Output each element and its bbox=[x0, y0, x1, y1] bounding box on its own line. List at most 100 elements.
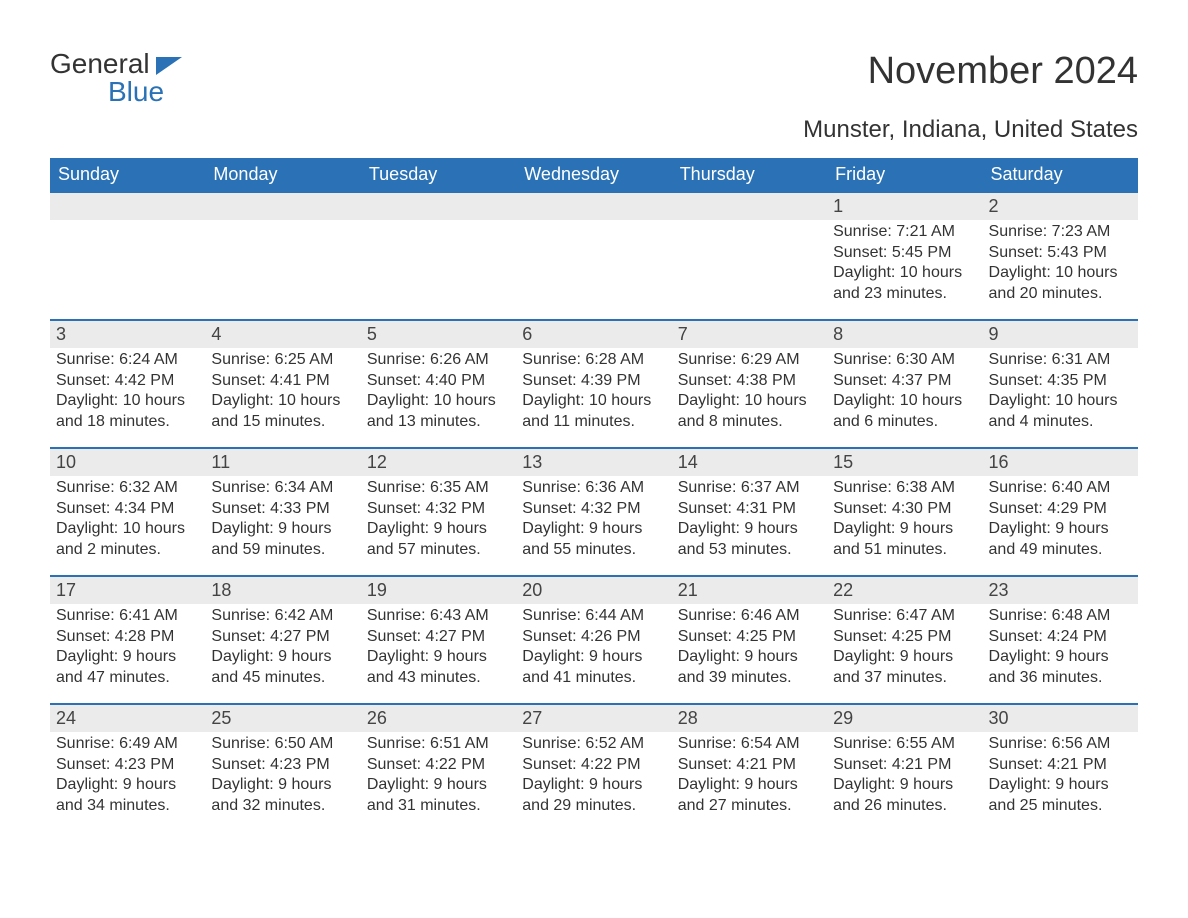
logo-text-blue: Blue bbox=[108, 78, 182, 106]
sunset-line: Sunset: 4:34 PM bbox=[56, 499, 199, 519]
day-details: Sunrise: 6:52 AMSunset: 4:22 PMDaylight:… bbox=[516, 732, 671, 820]
daylight-line: Daylight: 10 hours and 2 minutes. bbox=[56, 519, 199, 560]
daylight-line: Daylight: 9 hours and 36 minutes. bbox=[989, 647, 1132, 688]
calendar-grid: Sunday Monday Tuesday Wednesday Thursday… bbox=[50, 158, 1138, 831]
week-row: 10Sunrise: 6:32 AMSunset: 4:34 PMDayligh… bbox=[50, 447, 1138, 575]
day-cell: 18Sunrise: 6:42 AMSunset: 4:27 PMDayligh… bbox=[205, 575, 360, 703]
sunset-line: Sunset: 4:37 PM bbox=[833, 371, 976, 391]
sunset-line: Sunset: 4:41 PM bbox=[211, 371, 354, 391]
sunrise-line: Sunrise: 6:54 AM bbox=[678, 734, 821, 754]
daylight-line: Daylight: 9 hours and 32 minutes. bbox=[211, 775, 354, 816]
day-cell bbox=[50, 191, 205, 319]
day-details: Sunrise: 7:23 AMSunset: 5:43 PMDaylight:… bbox=[983, 220, 1138, 308]
daylight-line: Daylight: 9 hours and 31 minutes. bbox=[367, 775, 510, 816]
sunset-line: Sunset: 4:25 PM bbox=[833, 627, 976, 647]
day-cell bbox=[672, 191, 827, 319]
day-cell: 7Sunrise: 6:29 AMSunset: 4:38 PMDaylight… bbox=[672, 319, 827, 447]
day-number: 24 bbox=[50, 703, 205, 732]
sunset-line: Sunset: 4:21 PM bbox=[833, 755, 976, 775]
day-cell: 15Sunrise: 6:38 AMSunset: 4:30 PMDayligh… bbox=[827, 447, 982, 575]
sunrise-line: Sunrise: 6:28 AM bbox=[522, 350, 665, 370]
sunrise-line: Sunrise: 6:26 AM bbox=[367, 350, 510, 370]
day-details: Sunrise: 6:46 AMSunset: 4:25 PMDaylight:… bbox=[672, 604, 827, 692]
day-cell: 1Sunrise: 7:21 AMSunset: 5:45 PMDaylight… bbox=[827, 191, 982, 319]
daylight-line: Daylight: 10 hours and 18 minutes. bbox=[56, 391, 199, 432]
day-details: Sunrise: 6:26 AMSunset: 4:40 PMDaylight:… bbox=[361, 348, 516, 436]
sunrise-line: Sunrise: 6:41 AM bbox=[56, 606, 199, 626]
sunset-line: Sunset: 4:23 PM bbox=[211, 755, 354, 775]
day-details: Sunrise: 6:24 AMSunset: 4:42 PMDaylight:… bbox=[50, 348, 205, 436]
sunset-line: Sunset: 4:22 PM bbox=[367, 755, 510, 775]
day-details: Sunrise: 6:35 AMSunset: 4:32 PMDaylight:… bbox=[361, 476, 516, 564]
daylight-line: Daylight: 9 hours and 49 minutes. bbox=[989, 519, 1132, 560]
sunrise-line: Sunrise: 7:21 AM bbox=[833, 222, 976, 242]
sunrise-line: Sunrise: 7:23 AM bbox=[989, 222, 1132, 242]
day-number: 4 bbox=[205, 319, 360, 348]
day-details: Sunrise: 6:34 AMSunset: 4:33 PMDaylight:… bbox=[205, 476, 360, 564]
sunset-line: Sunset: 4:24 PM bbox=[989, 627, 1132, 647]
sunrise-line: Sunrise: 6:36 AM bbox=[522, 478, 665, 498]
day-cell: 13Sunrise: 6:36 AMSunset: 4:32 PMDayligh… bbox=[516, 447, 671, 575]
day-number: 9 bbox=[983, 319, 1138, 348]
day-cell: 9Sunrise: 6:31 AMSunset: 4:35 PMDaylight… bbox=[983, 319, 1138, 447]
day-number: 15 bbox=[827, 447, 982, 476]
day-cell: 27Sunrise: 6:52 AMSunset: 4:22 PMDayligh… bbox=[516, 703, 671, 831]
day-details: Sunrise: 6:44 AMSunset: 4:26 PMDaylight:… bbox=[516, 604, 671, 692]
daylight-line: Daylight: 9 hours and 45 minutes. bbox=[211, 647, 354, 688]
day-number: 2 bbox=[983, 191, 1138, 220]
daylight-line: Daylight: 9 hours and 57 minutes. bbox=[367, 519, 510, 560]
daylight-line: Daylight: 9 hours and 25 minutes. bbox=[989, 775, 1132, 816]
day-details: Sunrise: 6:49 AMSunset: 4:23 PMDaylight:… bbox=[50, 732, 205, 820]
sunset-line: Sunset: 4:21 PM bbox=[678, 755, 821, 775]
day-cell: 22Sunrise: 6:47 AMSunset: 4:25 PMDayligh… bbox=[827, 575, 982, 703]
weekday-header: Thursday bbox=[672, 158, 827, 191]
sunset-line: Sunset: 4:27 PM bbox=[367, 627, 510, 647]
daylight-line: Daylight: 9 hours and 43 minutes. bbox=[367, 647, 510, 688]
day-details: Sunrise: 6:31 AMSunset: 4:35 PMDaylight:… bbox=[983, 348, 1138, 436]
day-details: Sunrise: 6:32 AMSunset: 4:34 PMDaylight:… bbox=[50, 476, 205, 564]
day-number: 5 bbox=[361, 319, 516, 348]
day-details: Sunrise: 6:54 AMSunset: 4:21 PMDaylight:… bbox=[672, 732, 827, 820]
day-details: Sunrise: 6:48 AMSunset: 4:24 PMDaylight:… bbox=[983, 604, 1138, 692]
sunrise-line: Sunrise: 6:34 AM bbox=[211, 478, 354, 498]
day-cell: 30Sunrise: 6:56 AMSunset: 4:21 PMDayligh… bbox=[983, 703, 1138, 831]
daylight-line: Daylight: 9 hours and 29 minutes. bbox=[522, 775, 665, 816]
day-details: Sunrise: 6:36 AMSunset: 4:32 PMDaylight:… bbox=[516, 476, 671, 564]
sunrise-line: Sunrise: 6:44 AM bbox=[522, 606, 665, 626]
daylight-line: Daylight: 10 hours and 6 minutes. bbox=[833, 391, 976, 432]
weekday-header: Sunday bbox=[50, 158, 205, 191]
weekday-header: Saturday bbox=[983, 158, 1138, 191]
day-details: Sunrise: 6:38 AMSunset: 4:30 PMDaylight:… bbox=[827, 476, 982, 564]
day-number: 12 bbox=[361, 447, 516, 476]
day-cell: 8Sunrise: 6:30 AMSunset: 4:37 PMDaylight… bbox=[827, 319, 982, 447]
sunset-line: Sunset: 4:40 PM bbox=[367, 371, 510, 391]
weekday-header: Wednesday bbox=[516, 158, 671, 191]
logo: General Blue bbox=[50, 50, 182, 106]
sunrise-line: Sunrise: 6:52 AM bbox=[522, 734, 665, 754]
sunset-line: Sunset: 4:21 PM bbox=[989, 755, 1132, 775]
day-number: 25 bbox=[205, 703, 360, 732]
day-details: Sunrise: 6:30 AMSunset: 4:37 PMDaylight:… bbox=[827, 348, 982, 436]
week-row: 3Sunrise: 6:24 AMSunset: 4:42 PMDaylight… bbox=[50, 319, 1138, 447]
sunset-line: Sunset: 4:28 PM bbox=[56, 627, 199, 647]
sunset-line: Sunset: 4:32 PM bbox=[522, 499, 665, 519]
day-number: 28 bbox=[672, 703, 827, 732]
logo-flag-icon bbox=[156, 57, 182, 75]
day-details: Sunrise: 6:55 AMSunset: 4:21 PMDaylight:… bbox=[827, 732, 982, 820]
empty-day-header bbox=[361, 191, 516, 220]
daylight-line: Daylight: 9 hours and 39 minutes. bbox=[678, 647, 821, 688]
day-cell bbox=[361, 191, 516, 319]
sunset-line: Sunset: 4:23 PM bbox=[56, 755, 199, 775]
daylight-line: Daylight: 9 hours and 55 minutes. bbox=[522, 519, 665, 560]
day-details: Sunrise: 6:37 AMSunset: 4:31 PMDaylight:… bbox=[672, 476, 827, 564]
sunset-line: Sunset: 5:45 PM bbox=[833, 243, 976, 263]
sunrise-line: Sunrise: 6:55 AM bbox=[833, 734, 976, 754]
sunrise-line: Sunrise: 6:37 AM bbox=[678, 478, 821, 498]
title-block: November 2024 bbox=[868, 50, 1138, 93]
daylight-line: Daylight: 9 hours and 26 minutes. bbox=[833, 775, 976, 816]
day-details: Sunrise: 7:21 AMSunset: 5:45 PMDaylight:… bbox=[827, 220, 982, 308]
day-details: Sunrise: 6:40 AMSunset: 4:29 PMDaylight:… bbox=[983, 476, 1138, 564]
daylight-line: Daylight: 9 hours and 27 minutes. bbox=[678, 775, 821, 816]
daylight-line: Daylight: 9 hours and 41 minutes. bbox=[522, 647, 665, 688]
day-number: 20 bbox=[516, 575, 671, 604]
